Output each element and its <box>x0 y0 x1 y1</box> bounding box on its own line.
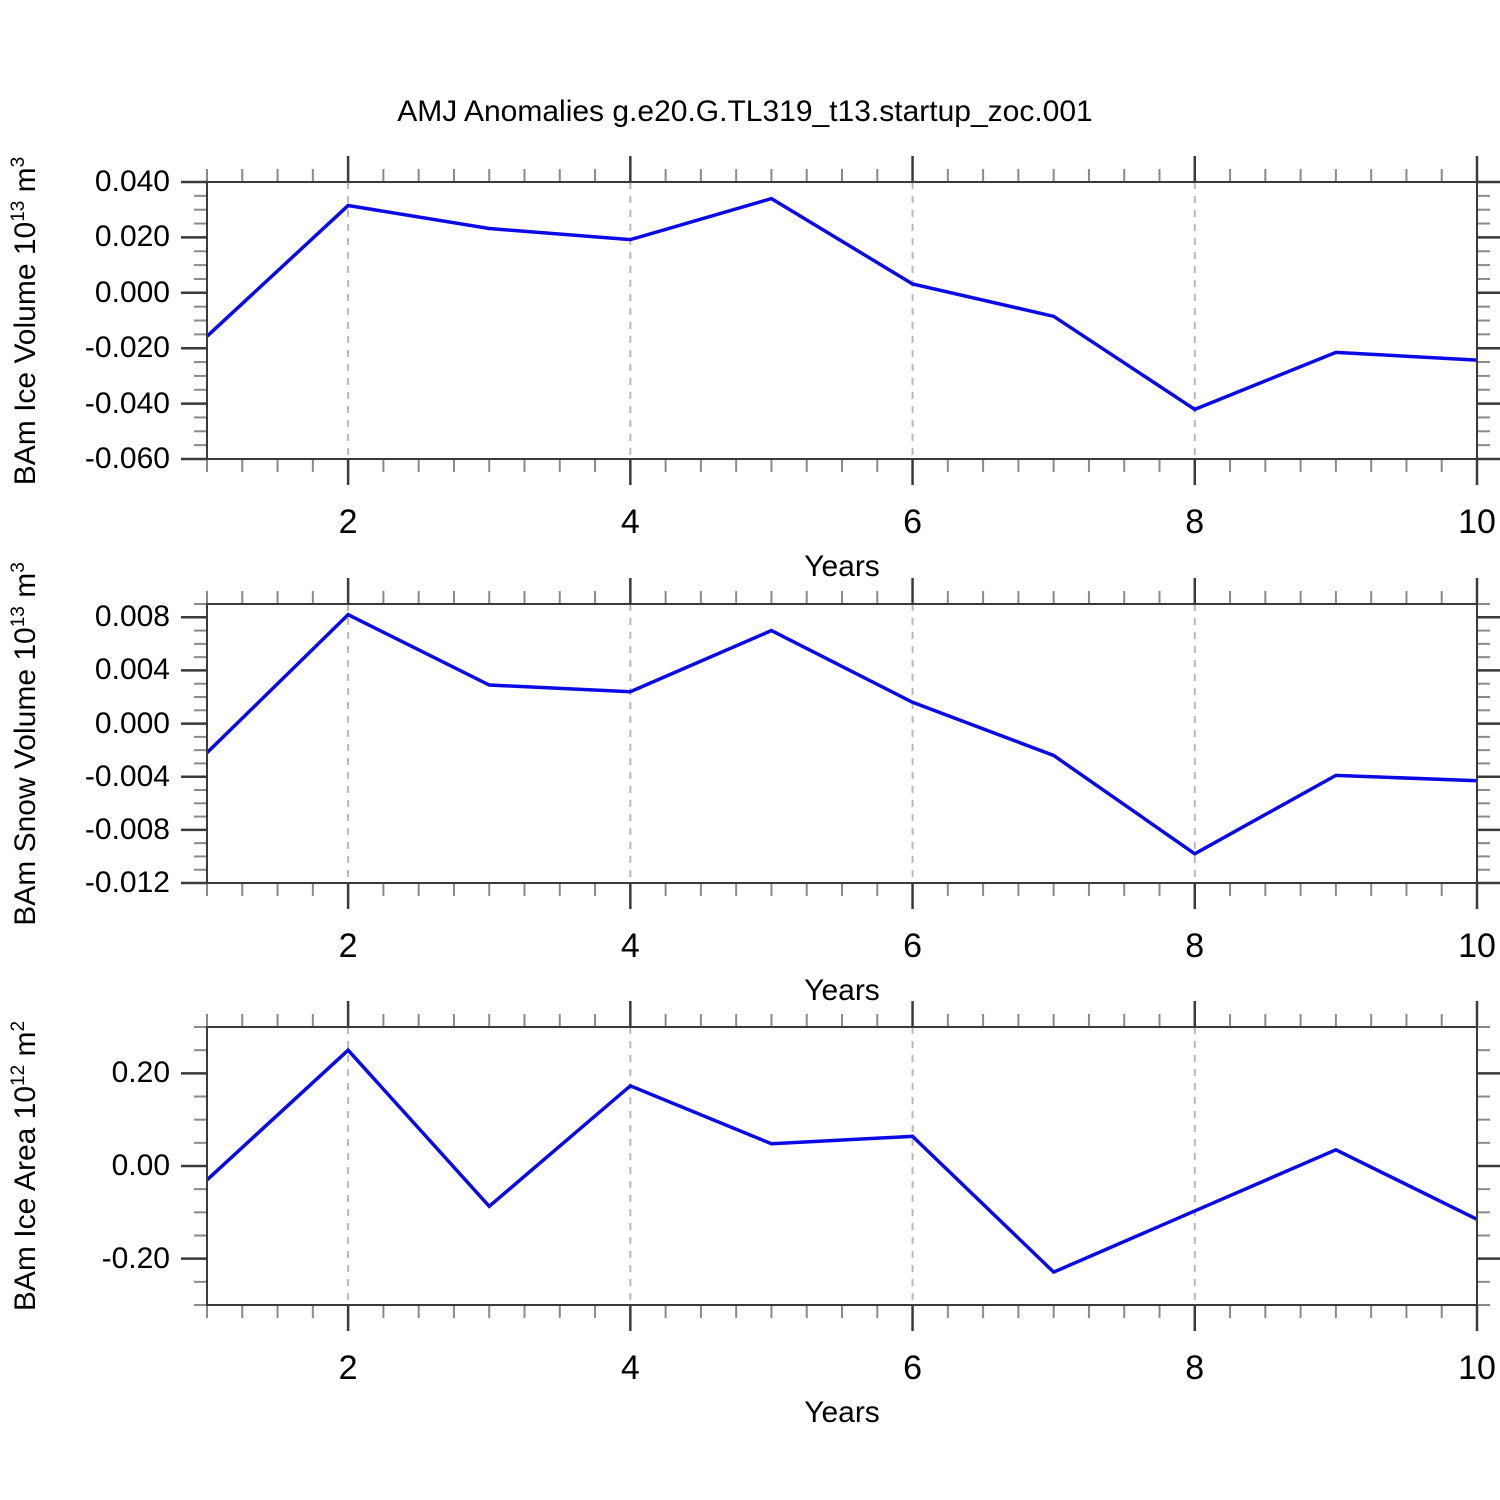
y-axis-label-text: m <box>9 1031 42 1065</box>
x-tick-label: 8 <box>1185 503 1205 541</box>
data-line-snow-volume <box>205 612 1478 856</box>
x-tick-label: 10 <box>1458 503 1496 541</box>
y-axis-label-text: m <box>9 572 42 606</box>
y-axis-label: BAm Snow Volume 1013 m3 <box>8 561 45 926</box>
x-tick-label: 2 <box>338 927 358 965</box>
y-axis-label-superscript: 13 <box>8 200 29 222</box>
y-tick-label: -0.020 <box>84 331 170 365</box>
y-tick-label: 0.004 <box>94 653 170 687</box>
plot-frame <box>206 1026 1478 1306</box>
y-tick-label: 0.020 <box>94 220 170 254</box>
x-tick-label: 10 <box>1458 927 1496 965</box>
y-tick-label: 0.040 <box>94 165 170 198</box>
x-axis-label: Years <box>804 550 880 583</box>
y-tick-label: -0.20 <box>101 1241 170 1275</box>
x-axis-label: Years <box>804 1396 880 1429</box>
x-tick-label: 8 <box>1185 927 1205 965</box>
y-tick-label: -0.004 <box>84 759 170 793</box>
y-tick-label: 0.20 <box>111 1056 170 1090</box>
y-axis-label-superscript: 13 <box>8 605 29 627</box>
y-tick-label: 0.000 <box>94 275 170 309</box>
data-line-ice-area <box>205 1047 1478 1275</box>
y-tick-label: 0.008 <box>94 600 170 634</box>
x-tick-label: 6 <box>903 503 922 541</box>
plot-frame <box>206 603 1478 884</box>
y-axis-label-text: BAm Ice Area 10 <box>9 1085 42 1312</box>
y-tick-label: 0.00 <box>111 1149 170 1182</box>
x-tick-label: 2 <box>338 503 358 541</box>
x-tick-label: 10 <box>1458 1349 1496 1387</box>
plot-frame <box>206 181 1478 460</box>
y-tick-label: -0.008 <box>84 812 170 846</box>
x-tick-label: 2 <box>338 1349 358 1387</box>
x-tick-label: 4 <box>620 1349 640 1387</box>
x-axis-label: Years <box>804 974 880 1007</box>
x-tick-label: 4 <box>620 503 640 541</box>
y-axis-label: BAm Ice Volume 1013 m3 <box>8 156 45 485</box>
x-tick-label: 8 <box>1185 1349 1205 1387</box>
plot-area-ice-volume <box>181 156 1500 485</box>
x-tick-label: 4 <box>620 927 640 965</box>
x-tick-label: 6 <box>903 1349 922 1387</box>
y-axis-label-text: BAm Snow Volume 10 <box>9 626 42 926</box>
data-line-ice-volume <box>205 196 1478 412</box>
y-axis-label-superscript: 2 <box>8 1020 29 1032</box>
y-tick-label: 0.000 <box>94 706 170 740</box>
y-tick-label: -0.012 <box>84 866 170 899</box>
chart-title: AMJ Anomalies g.e20.G.TL319_t13.startup_… <box>397 95 1093 128</box>
y-axis-label-superscript: 3 <box>8 156 29 167</box>
plot-area-snow-volume <box>181 578 1500 909</box>
y-tick-label: -0.060 <box>84 442 170 475</box>
plot-area-ice-area <box>181 1001 1500 1331</box>
y-axis-label: BAm Ice Area 1012 m2 <box>8 1020 45 1312</box>
y-axis-label-text: m <box>9 166 42 201</box>
x-tick-label: 6 <box>903 927 922 965</box>
y-axis-label-text: BAm Ice Volume 10 <box>9 221 42 485</box>
y-tick-label: -0.040 <box>84 386 170 420</box>
y-axis-label-superscript: 3 <box>8 561 29 573</box>
y-axis-label-superscript: 12 <box>8 1064 29 1086</box>
